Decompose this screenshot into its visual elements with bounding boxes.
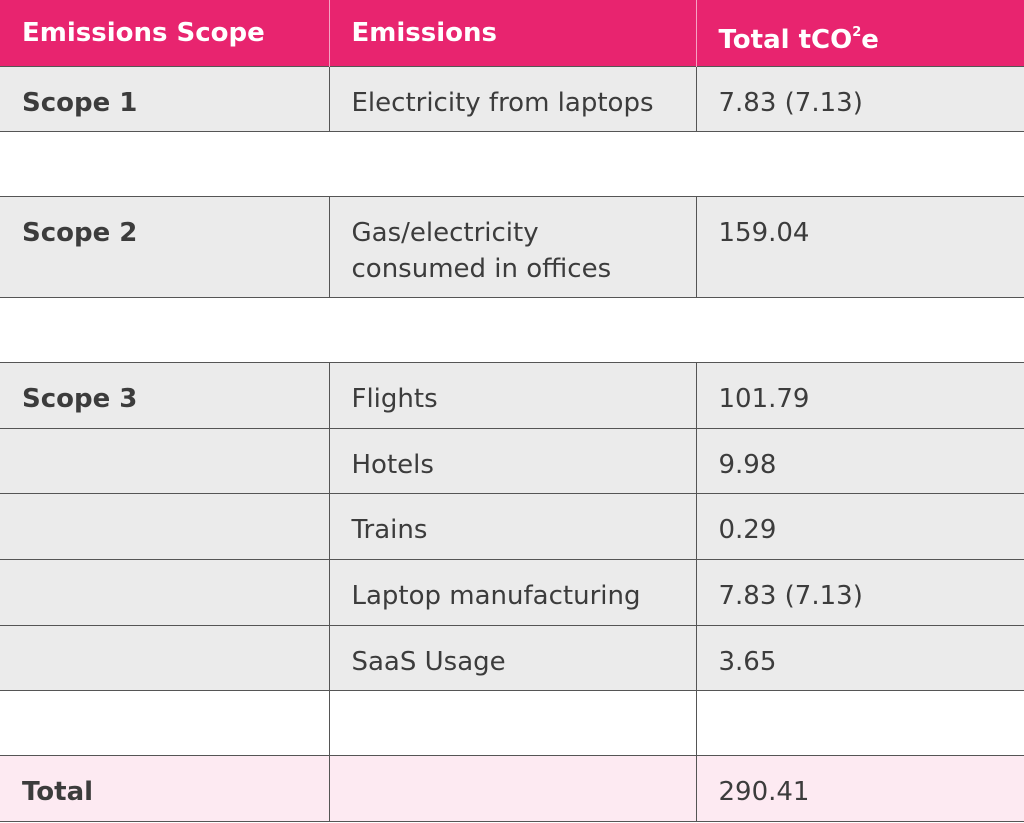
table-row: Trains 0.29 [0,492,1024,560]
scope-cell: Scope 1 [0,65,330,132]
emission-cell: Trains [328,492,697,560]
header-emissions: Emissions [328,0,696,66]
table-row: SaaS Usage 3.65 [0,624,1024,691]
emission-cell: Hotels [328,427,697,494]
table-row: Scope 2 Gas/electricity consumed in offi… [0,195,1024,298]
blank-row [0,689,1024,756]
scope-cell: Scope 2 [0,195,330,298]
total-cell: 0.29 [695,492,1024,560]
emission-cell: Laptop manufacturing [328,558,697,626]
total-cell: 3.65 [695,624,1024,691]
table-row: Hotels 9.98 [0,427,1024,494]
scope-cell [0,624,330,691]
spacer-row [0,130,1024,197]
emission-cell: Electricity from laptops [328,65,697,132]
total-label: Total [0,754,330,822]
total-cell: 7.83 (7.13) [695,558,1024,626]
table-row: Scope 3 Flights 101.79 [0,361,1024,429]
emission-cell: Gas/electricity consumed in offices [328,195,697,298]
scope-cell [0,558,330,626]
table-row: Laptop manufacturing 7.83 (7.13) [0,558,1024,626]
table-row: Scope 1 Electricity from laptops 7.83 (7… [0,65,1024,132]
scope-cell [0,492,330,560]
spacer-row [0,296,1024,363]
total-cell: 9.98 [695,427,1024,494]
total-value: 290.41 [695,754,1024,822]
total-emission-cell [328,754,697,822]
scope-cell: Scope 3 [0,361,330,429]
total-cell: 101.79 [695,361,1024,429]
table-header-row: Emissions Scope Emissions Total tCO2e [0,0,1024,66]
total-cell: 159.04 [695,195,1024,298]
header-total-sup: 2 [852,25,862,40]
scope-cell [0,427,330,494]
header-total-tco2e: Total tCO2e [695,0,1024,66]
total-cell: 7.83 (7.13) [695,65,1024,132]
header-emissions-scope: Emissions Scope [0,0,329,66]
emission-cell: Flights [328,361,697,429]
header-total-main: Total tCO [718,25,853,55]
header-total-end: e [861,25,879,55]
emission-cell: SaaS Usage [328,624,697,691]
total-row: Total 290.41 [0,754,1024,822]
